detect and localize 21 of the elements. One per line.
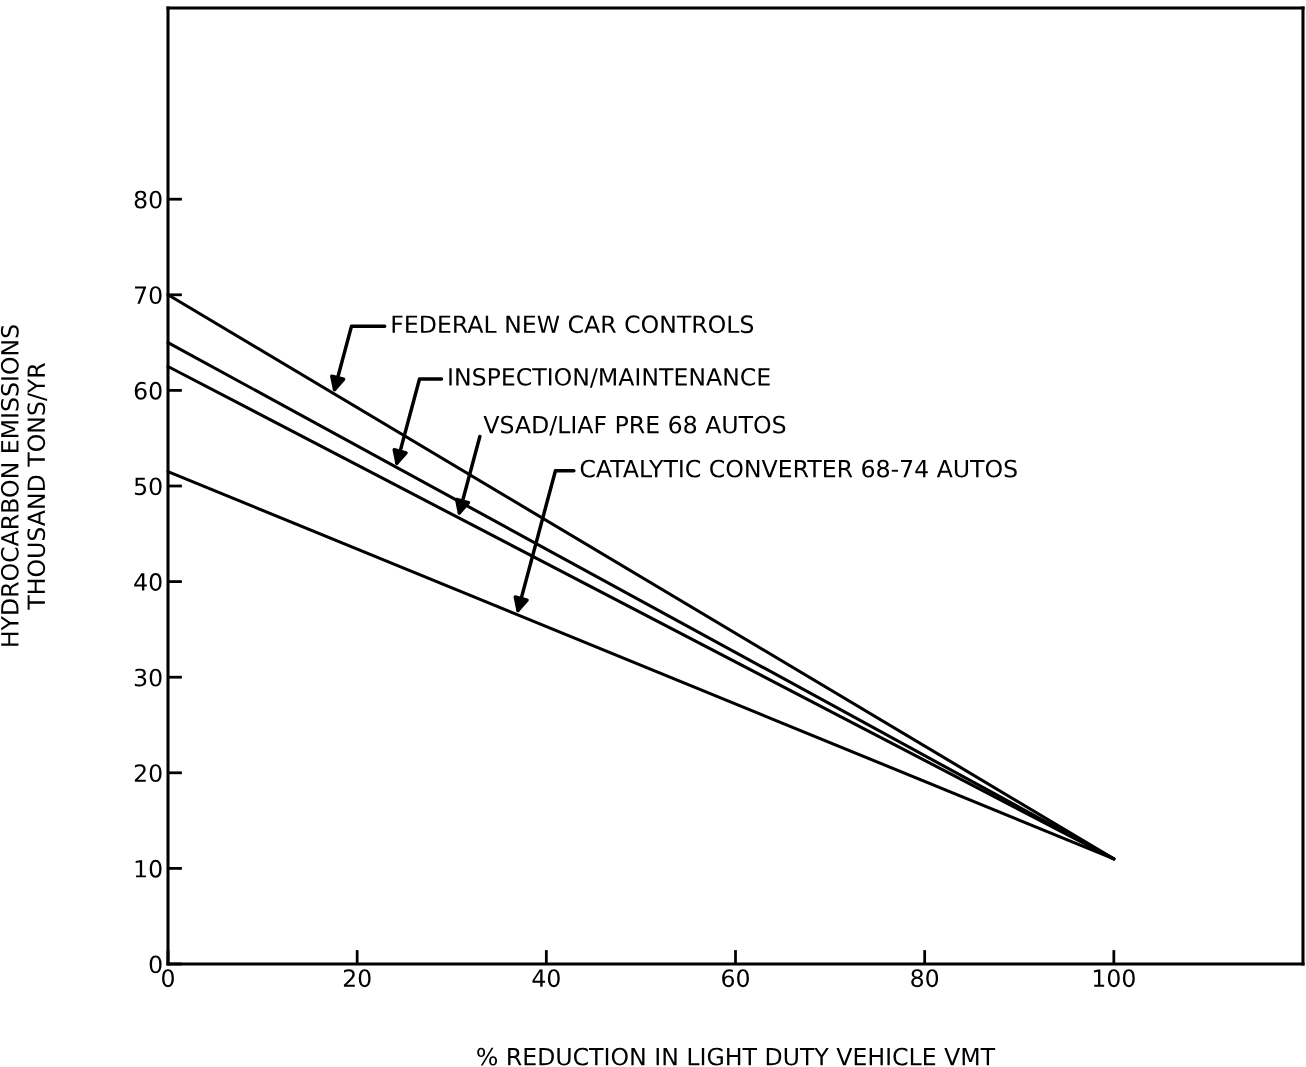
x-tick-label: 80 [911, 969, 939, 988]
x-tick-label: 20 [343, 969, 371, 988]
annotation: CATALYTIC CONVERTER 68-74 AUTOS [580, 459, 1017, 478]
y-tick-label: 30 [134, 668, 162, 687]
x-tick-label: 40 [532, 969, 560, 988]
x-tick-label: 60 [722, 969, 749, 988]
annotation: FEDERAL NEW CAR CONTROLS [392, 315, 754, 334]
y-tick-label: 60 [134, 381, 162, 400]
x-axis-title: % REDUCTION IN LIGHT DUTY VEHICLE VMT [477, 1047, 996, 1066]
x-tick-label: 100 [1093, 969, 1135, 988]
y-tick-label: 70 [135, 286, 162, 305]
y-tick-label: 0 [149, 955, 162, 974]
annotation: INSPECTION/MAINTENANCE [449, 367, 770, 388]
y-axis-title: HYDROCARBON EMISSIONS THOUSAND TONS/YR [0, 325, 48, 646]
annotation: VSAD/LIAF PRE 68 AUTOS [483, 415, 786, 436]
y-tick-label: 20 [134, 764, 162, 783]
y-tick-label: 10 [135, 859, 162, 878]
y-tick-label: 80 [134, 190, 162, 209]
y-tick-label: 40 [134, 573, 162, 591]
x-tick-label: 0 [162, 969, 174, 988]
y-tick-label: 50 [134, 477, 162, 496]
